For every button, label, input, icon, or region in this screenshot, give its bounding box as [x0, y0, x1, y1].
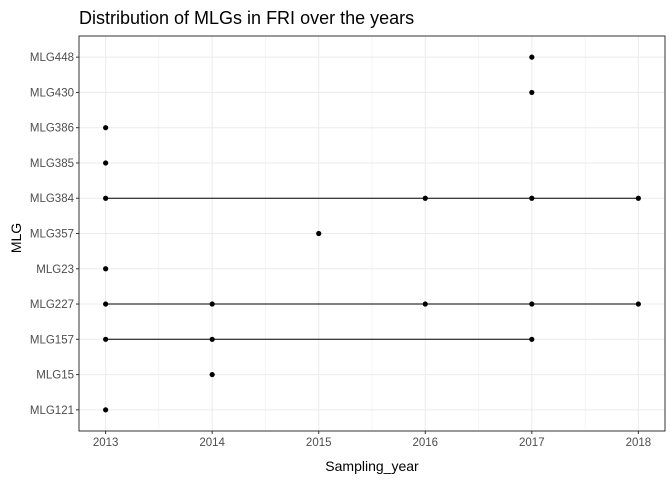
x-tick-label: 2014 [199, 437, 225, 449]
data-point-mlg23-2013 [103, 266, 109, 272]
data-point-mlg384-2017 [529, 195, 535, 201]
data-point-mlg386-2013 [103, 125, 109, 131]
data-point-mlg227-2013 [103, 301, 109, 307]
y-tick-label: MLG157 [30, 334, 74, 346]
y-axis-title: MLG [8, 223, 24, 253]
data-point-mlg227-2014 [209, 301, 215, 307]
y-tick-label: MLG448 [30, 52, 74, 64]
y-tick-label: MLG430 [30, 87, 74, 99]
data-point-mlg448-2017 [529, 54, 535, 60]
y-tick-label: MLG384 [30, 193, 75, 205]
data-point-mlg15-2014 [209, 371, 215, 378]
x-tick-label: 2017 [519, 437, 545, 449]
data-points [103, 54, 641, 413]
data-point-mlg384-2013 [103, 195, 109, 201]
y-tick-label: MLG227 [30, 299, 74, 311]
data-point-mlg157-2017 [529, 336, 535, 342]
data-point-mlg157-2013 [103, 336, 109, 342]
data-point-mlg227-2016 [422, 301, 428, 307]
x-axis-ticks: 2013 2014 2015 2016 2017 2018 [93, 431, 651, 449]
data-point-mlg384-2018 [635, 195, 641, 201]
y-tick-label: MLG121 [30, 405, 74, 417]
y-tick-label: MLG386 [30, 123, 74, 135]
x-tick-label: 2018 [626, 437, 652, 449]
data-point-mlg385-2013 [103, 160, 109, 166]
data-point-mlg227-2018 [635, 301, 641, 307]
y-tick-label: MLG23 [36, 264, 74, 276]
x-tick-label: 2016 [412, 437, 438, 449]
x-tick-label: 2015 [306, 437, 332, 449]
y-tick-label: MLG15 [36, 370, 74, 382]
x-axis-title: Sampling_year [325, 458, 419, 474]
data-point-mlg227-2017 [529, 301, 535, 307]
data-point-mlg430-2017 [529, 89, 535, 96]
x-tick-label: 2013 [93, 437, 119, 449]
chart-title: Distribution of MLGs in FRI over the yea… [79, 8, 414, 28]
y-axis-ticks: MLG121 MLG15 MLG157 MLG227 MLG23 MLG357 MLG384… [30, 52, 79, 417]
y-tick-label: MLG385 [30, 158, 74, 170]
data-point-mlg357-2015 [316, 230, 322, 237]
data-point-mlg121-2013 [103, 407, 109, 413]
y-tick-label: MLG357 [30, 229, 74, 241]
data-point-mlg384-2016 [422, 195, 428, 201]
data-point-mlg157-2014 [209, 336, 215, 342]
